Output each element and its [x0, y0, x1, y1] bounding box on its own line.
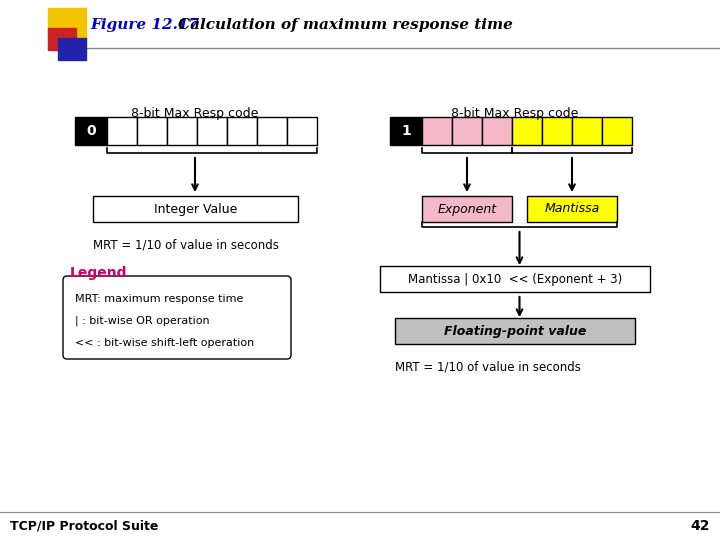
Text: << : bit-wise shift-left operation: << : bit-wise shift-left operation — [75, 338, 254, 348]
Bar — [482, 117, 512, 145]
Bar — [257, 117, 287, 145]
Bar — [395, 318, 635, 344]
Bar — [93, 196, 298, 222]
Bar — [137, 117, 167, 145]
Text: Integer Value: Integer Value — [154, 202, 237, 215]
Text: Floating-point value: Floating-point value — [444, 325, 586, 338]
Text: 1: 1 — [401, 124, 411, 138]
Text: MRT: maximum response time: MRT: maximum response time — [75, 294, 243, 304]
Bar — [602, 117, 632, 145]
Bar — [422, 117, 452, 145]
Bar — [512, 117, 542, 145]
Bar — [167, 117, 197, 145]
Bar — [48, 8, 86, 40]
Bar — [452, 117, 482, 145]
Bar — [227, 117, 257, 145]
Bar — [380, 266, 650, 292]
Text: Mantissa: Mantissa — [544, 202, 600, 215]
Text: Figure 12.17: Figure 12.17 — [90, 18, 199, 32]
Bar — [542, 117, 572, 145]
Text: 42: 42 — [690, 519, 710, 533]
Bar — [527, 196, 617, 222]
Text: 0: 0 — [86, 124, 96, 138]
Text: MRT = 1/10 of value in seconds: MRT = 1/10 of value in seconds — [93, 238, 279, 251]
Text: Calculation of maximum response time: Calculation of maximum response time — [178, 18, 513, 32]
Bar — [287, 117, 317, 145]
Text: Mantissa | 0x10  << (Exponent + 3): Mantissa | 0x10 << (Exponent + 3) — [408, 273, 622, 286]
Bar — [48, 28, 76, 50]
Text: | : bit-wise OR operation: | : bit-wise OR operation — [75, 316, 210, 327]
Text: 8-bit Max Resp code: 8-bit Max Resp code — [451, 107, 579, 120]
Bar — [58, 38, 86, 60]
Bar — [75, 117, 107, 145]
FancyBboxPatch shape — [63, 276, 291, 359]
Text: 8-bit Max Resp code: 8-bit Max Resp code — [131, 107, 258, 120]
Text: Legend: Legend — [70, 266, 127, 280]
Text: Exponent: Exponent — [438, 202, 497, 215]
Bar — [390, 117, 422, 145]
Bar — [572, 117, 602, 145]
Bar — [197, 117, 227, 145]
Bar — [107, 117, 137, 145]
Text: TCP/IP Protocol Suite: TCP/IP Protocol Suite — [10, 519, 158, 532]
Bar — [422, 196, 512, 222]
Text: MRT = 1/10 of value in seconds: MRT = 1/10 of value in seconds — [395, 360, 581, 373]
